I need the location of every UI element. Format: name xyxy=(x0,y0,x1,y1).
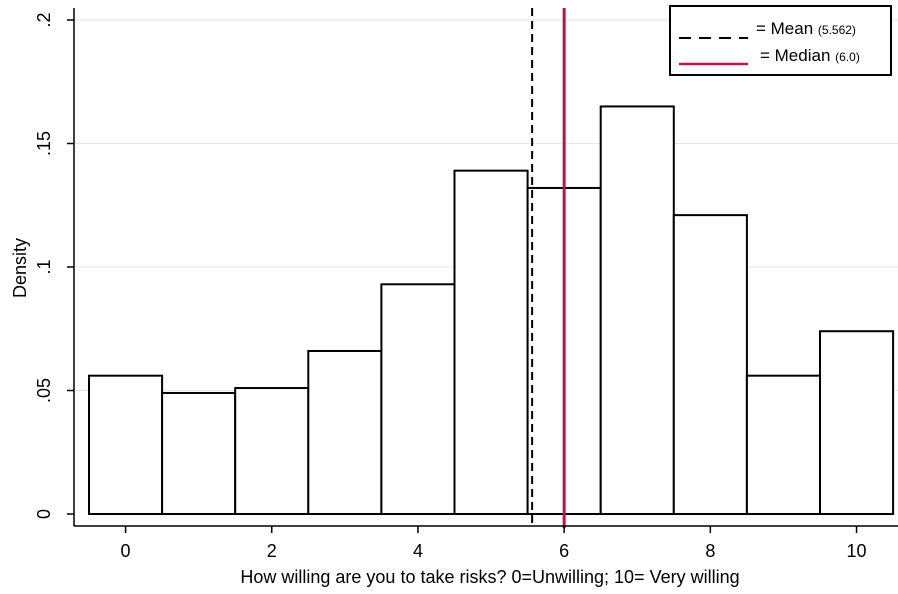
legend-label-median: = Median (6.0) xyxy=(760,46,860,65)
y-tick-label: .15 xyxy=(34,131,54,156)
x-tick-label: 8 xyxy=(705,541,715,561)
x-tick-label: 0 xyxy=(121,541,131,561)
histogram-bar xyxy=(234,387,310,515)
histogram-bar xyxy=(161,391,237,515)
histogram-bar xyxy=(819,330,895,515)
x-tick-label: 6 xyxy=(559,541,569,561)
histogram-bar xyxy=(307,349,383,516)
histogram-bar xyxy=(599,105,675,515)
legend: = Mean (5.562) = Median (6.0) xyxy=(669,5,892,76)
y-tick-label: .1 xyxy=(34,259,54,274)
histogram-bar xyxy=(88,374,164,515)
reference-lines xyxy=(531,8,566,528)
legend-box xyxy=(669,5,892,76)
histogram-bar xyxy=(672,214,748,515)
histogram-bar xyxy=(453,169,529,515)
y-axis-title: Density xyxy=(10,238,30,298)
histogram-bars xyxy=(88,105,895,516)
x-axis-title: How willing are you to take risks? 0=Unw… xyxy=(240,567,739,587)
histogram-bar xyxy=(745,374,822,515)
histogram-bar xyxy=(380,283,456,516)
y-tick-label: .2 xyxy=(34,12,54,27)
y-tick-label: 0 xyxy=(34,509,54,519)
axes: 0 .05 .1 .15 .2 0 2 4 6 8 10 xyxy=(34,8,898,561)
y-tick-label: .05 xyxy=(34,378,54,403)
legend-label-mean: = Mean (5.562) xyxy=(756,19,856,38)
x-tick-label: 10 xyxy=(847,541,867,561)
x-tick-label: 4 xyxy=(413,541,423,561)
x-tick-label: 2 xyxy=(267,541,277,561)
